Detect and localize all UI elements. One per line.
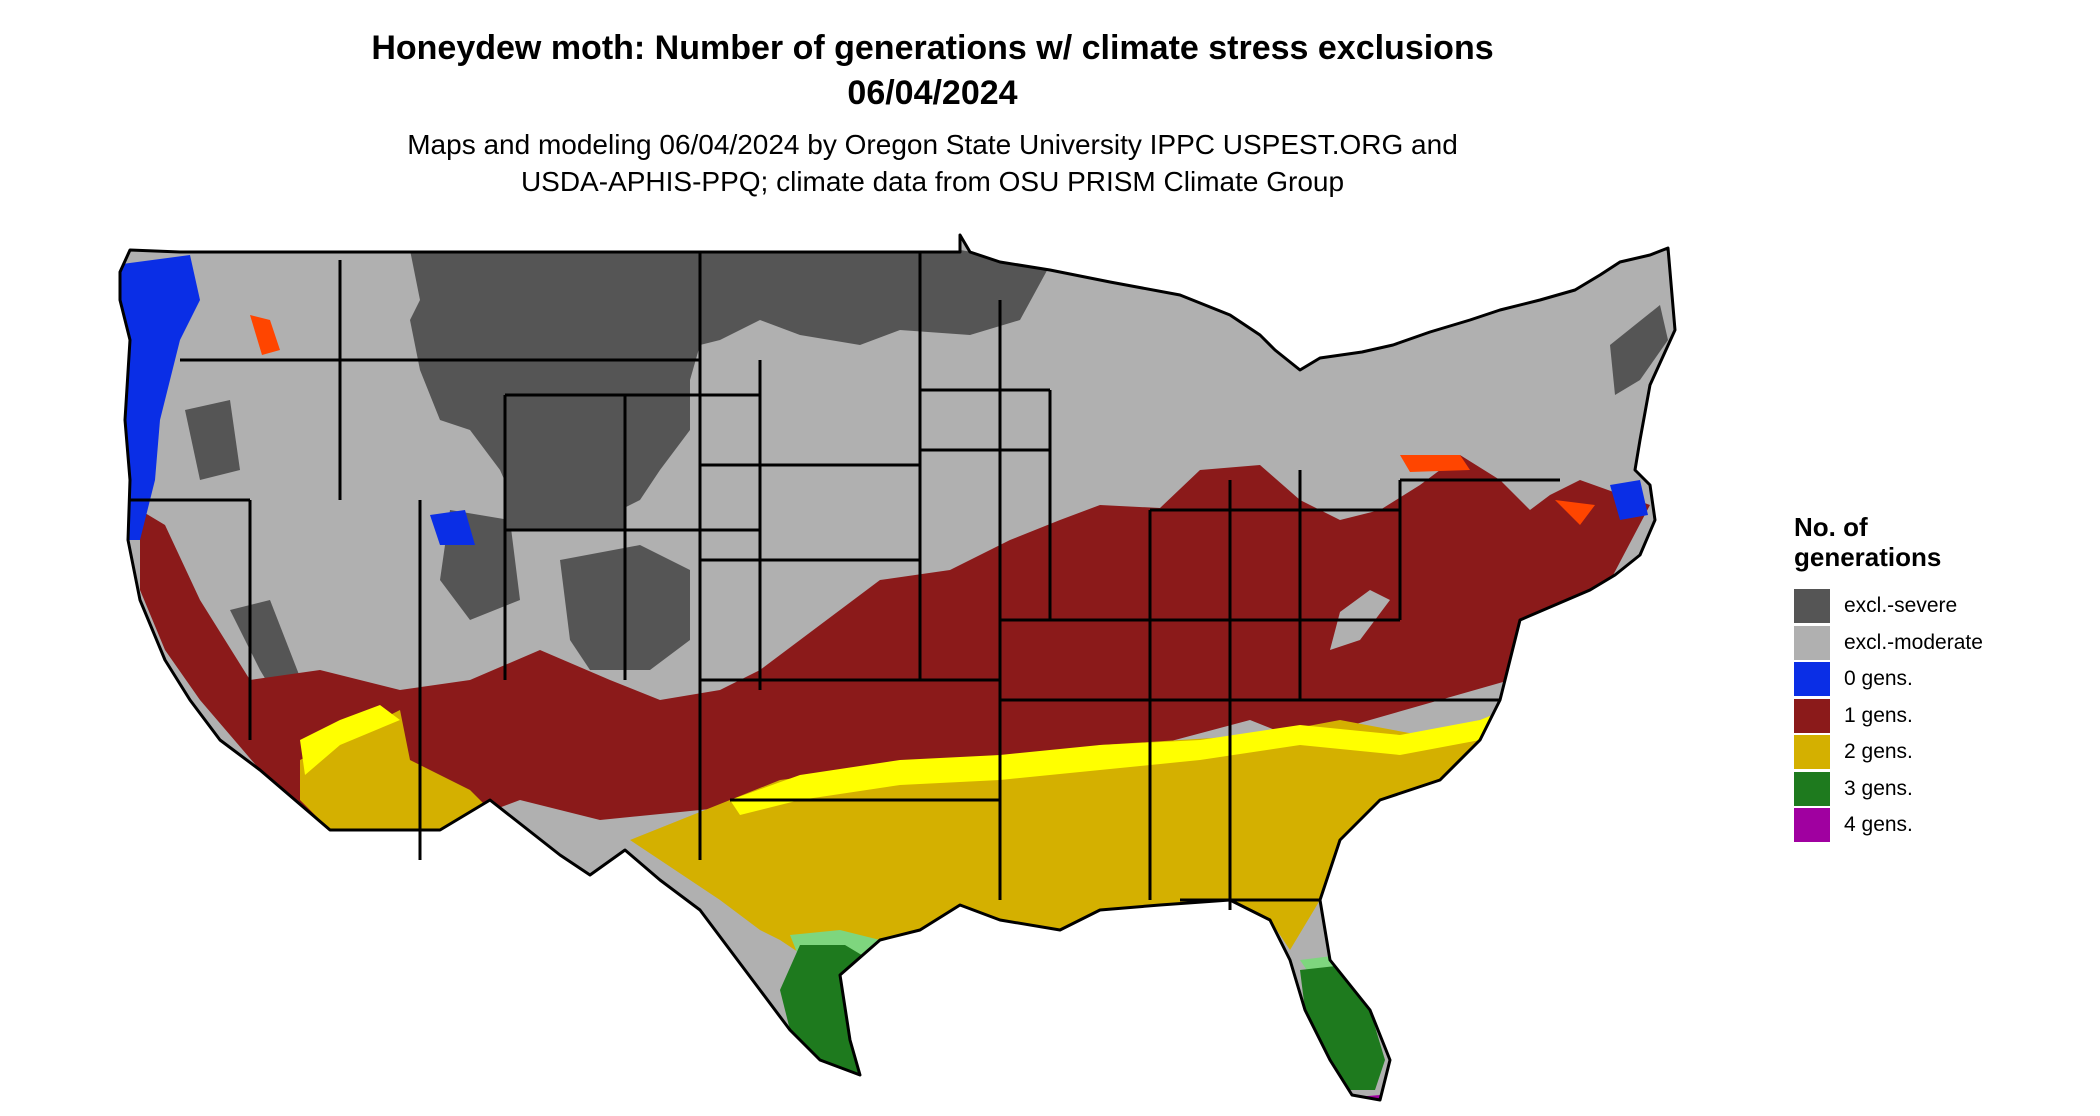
orange-patch-nj [1555,500,1595,525]
map-title-date: 06/04/2024 [847,74,1018,112]
zone-orange-patches [250,315,1595,525]
legend-label: 2 gens. [1844,740,1913,764]
map-title: Honeydew moth: Number of generations w/ … [0,26,1865,116]
map-subtitle-line1: Maps and modeling 06/04/2024 by Oregon S… [407,129,1458,160]
zone-2-gen-texas-yellow [730,700,1530,815]
legend-swatch [1794,808,1830,843]
legend-swatch [1794,771,1830,806]
map-subtitle: Maps and modeling 06/04/2024 by Oregon S… [0,126,1865,200]
zone-0-gen-ma [1610,480,1648,520]
legend-label: 3 gens. [1844,776,1913,800]
zone-excl-severe-wyoming [505,395,625,530]
legend-item: 0 gens. [1794,661,2014,698]
legend-item: 3 gens. [1794,771,2014,808]
legend-swatch [1794,698,1830,733]
legend-item: excl.-severe [1794,588,2014,625]
boundary-verticals [248,252,1402,910]
orange-patch-ny [1400,455,1470,472]
legend-item: excl.-moderate [1794,625,2014,662]
zone-1-gen [140,455,1650,830]
legend-item: 4 gens. [1794,807,2014,844]
legend: No. of generations excl.-severe excl.-mod… [1794,512,2014,844]
zone-3-gen-texas [780,945,870,1075]
legend-items: excl.-severe excl.-moderate 0 gens. 1 gens.… [1794,588,2014,844]
map-title-line1: Honeydew moth: Number of generations w/ … [371,29,1494,67]
legend-label: excl.-severe [1844,594,1958,618]
zone-0-gen-pacific [120,255,200,540]
zone-3-gen-florida [1300,965,1385,1090]
legend-swatch [1794,735,1830,770]
legend-swatch [1794,589,1830,624]
orange-patch-wa [250,315,280,355]
legend-item: 2 gens. [1794,734,2014,771]
zone-excl-severe-oregon [185,400,240,480]
legend-label: 0 gens. [1844,667,1913,691]
zone-4-gen-keys [1320,1095,1385,1100]
zone-2-gen-socal-yellow [300,705,400,775]
state-boundaries [118,233,1677,1102]
legend-label: 1 gens. [1844,703,1913,727]
zone-0-gen-nv [430,510,475,545]
legend-title: No. of generations [1794,512,1942,572]
legend-label: excl.-moderate [1844,630,1983,654]
zone-2-gen-southeast [630,700,1530,975]
legend-item: 1 gens. [1794,698,2014,735]
generation-zones [120,235,1675,1100]
zone-excl-severe-maine [1610,305,1668,395]
legend-swatch [1794,662,1830,697]
legend-swatch [1794,625,1830,660]
map-subtitle-line2: USDA-APHIS-PPQ; climate data from OSU PR… [520,166,1345,197]
legend-label: 4 gens. [1844,813,1913,837]
